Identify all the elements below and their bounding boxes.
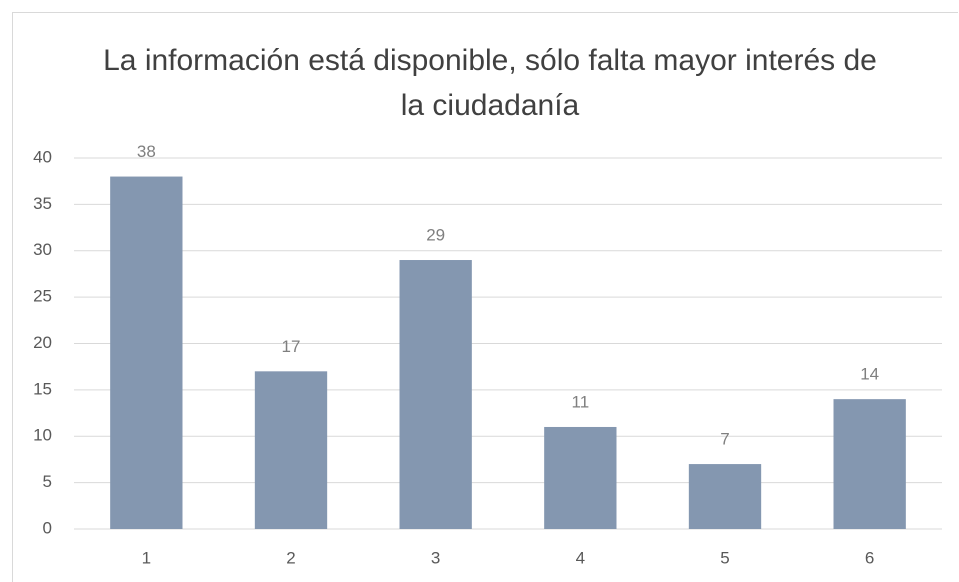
- x-tick-label: 6: [865, 548, 874, 567]
- x-tick-label: 5: [720, 548, 729, 567]
- x-tick-label: 2: [286, 548, 295, 567]
- chart-title: La información está disponible, sólo fal…: [103, 44, 877, 122]
- y-tick-label: 5: [43, 472, 52, 491]
- data-label: 7: [720, 430, 729, 449]
- chart-frame: [12, 12, 958, 582]
- y-tick-label: 15: [33, 379, 52, 398]
- bar: [110, 176, 183, 530]
- y-tick-label: 40: [33, 147, 52, 166]
- data-label: 14: [860, 365, 879, 384]
- x-tick-label: 3: [431, 548, 440, 567]
- y-tick-label: 25: [33, 287, 52, 306]
- y-tick-label: 35: [33, 194, 52, 213]
- y-tick-label: 30: [33, 240, 52, 259]
- x-tick-label: 1: [142, 548, 151, 567]
- data-label: 38: [137, 142, 156, 161]
- x-tick-label: 4: [576, 548, 585, 567]
- bar: [254, 371, 328, 529]
- y-tick-label: 10: [33, 426, 52, 445]
- data-label: 11: [572, 392, 590, 411]
- y-tick-label: 0: [43, 518, 52, 537]
- bar: [688, 464, 762, 529]
- bar: [833, 399, 906, 529]
- bar: [544, 426, 617, 529]
- data-label: 29: [426, 226, 445, 245]
- data-label: 17: [282, 337, 301, 356]
- bar: [399, 260, 472, 529]
- y-tick-label: 20: [33, 333, 52, 352]
